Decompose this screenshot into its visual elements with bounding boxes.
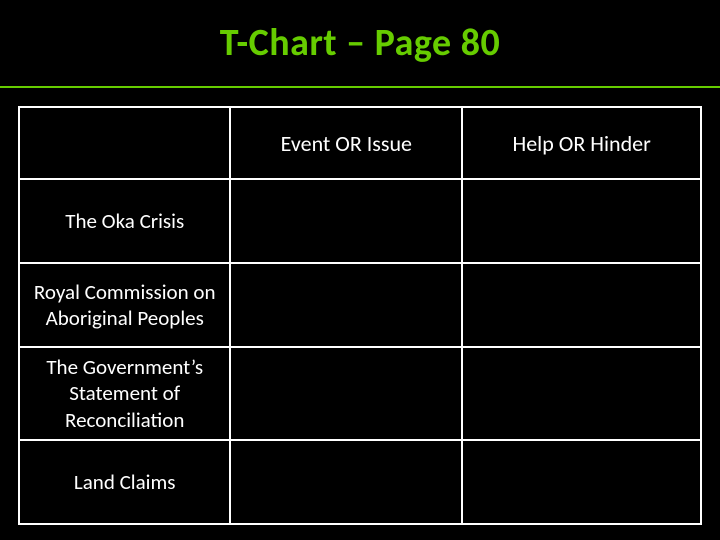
- table-header-row: Event OR Issue Help OR Hinder: [19, 107, 701, 179]
- row-topic: Royal Commission on Aboriginal Peoples: [19, 263, 230, 347]
- header-blank: [19, 107, 230, 179]
- page-title: T-Chart – Page 80: [220, 20, 501, 66]
- row-event: [230, 440, 462, 524]
- header-event: Event OR Issue: [230, 107, 462, 179]
- row-event: [230, 347, 462, 440]
- table-row: Royal Commission on Aboriginal Peoples: [19, 263, 701, 347]
- t-chart-table: Event OR Issue Help OR Hinder The Oka Cr…: [18, 106, 702, 525]
- row-help: [462, 347, 701, 440]
- row-event: [230, 263, 462, 347]
- row-topic: The Government’s Statement of Reconcilia…: [19, 347, 230, 440]
- row-event: [230, 179, 462, 263]
- table-row: Land Claims: [19, 440, 701, 524]
- title-bar: T-Chart – Page 80: [0, 0, 720, 88]
- row-help: [462, 263, 701, 347]
- row-topic: The Oka Crisis: [19, 179, 230, 263]
- table-row: The Oka Crisis: [19, 179, 701, 263]
- header-help: Help OR Hinder: [462, 107, 701, 179]
- table-row: The Government’s Statement of Reconcilia…: [19, 347, 701, 440]
- table-container: Event OR Issue Help OR Hinder The Oka Cr…: [0, 88, 720, 525]
- row-help: [462, 440, 701, 524]
- row-topic: Land Claims: [19, 440, 230, 524]
- row-help: [462, 179, 701, 263]
